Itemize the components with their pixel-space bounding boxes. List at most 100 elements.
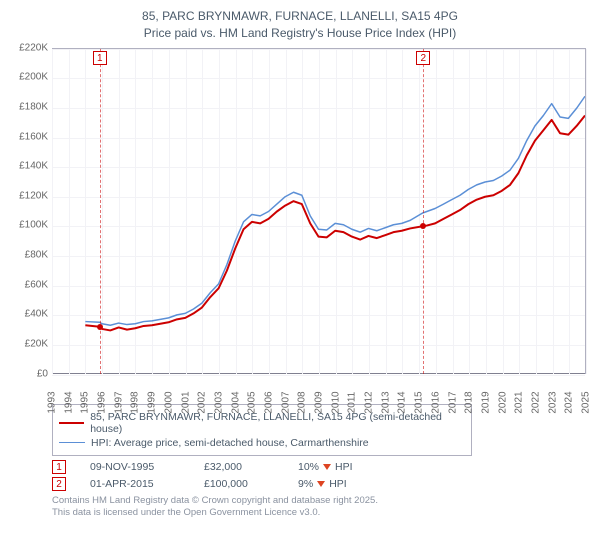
y-axis: £0£20K£40K£60K£80K£100K£120K£140K£160K£1… [10,48,52,374]
gridline-v [386,49,387,374]
y-tick-label: £180K [19,101,48,112]
footer-line-1: Contains HM Land Registry data © Crown c… [52,495,590,507]
legend-item-price: 85, PARC BRYNMAWR, FURNACE, LLANELLI, SA… [59,411,465,435]
gridline-v [436,49,437,374]
gridline-v [135,49,136,374]
x-tick-label: 2001 [180,391,191,413]
gridline-v [52,49,53,374]
sales-row-flag: 1 [52,460,66,474]
chart-title: 85, PARC BRYNMAWR, FURNACE, LLANELLI, SA… [10,8,590,42]
gridline-v [236,49,237,374]
x-tick-label: 2016 [430,391,441,413]
x-tick-label: 2023 [547,391,558,413]
x-axis: 1993199419951996199719981999200020012002… [52,374,586,398]
sale-marker [97,324,103,330]
sale-vline [423,49,424,374]
x-tick-label: 2021 [514,391,525,413]
x-tick-label: 2004 [230,391,241,413]
gridline-v [252,49,253,374]
sales-row-delta: 10% HPI [298,461,388,473]
down-arrow-icon [317,481,325,487]
x-tick-label: 2024 [564,391,575,413]
gridline-v [85,49,86,374]
gridline-v [269,49,270,374]
x-tick-label: 1994 [63,391,74,413]
title-line-2: Price paid vs. HM Land Registry's House … [10,25,590,42]
gridline-v [586,49,587,374]
x-tick-label: 2011 [347,391,358,413]
sales-row-price: £100,000 [204,478,274,490]
sales-row-date: 01-APR-2015 [90,478,180,490]
sales-table: 1 09-NOV-1995 £32,000 10% HPI 2 01-APR-2015 £1… [52,460,590,491]
x-tick-label: 1993 [47,391,58,413]
x-tick-label: 2019 [480,391,491,413]
plot-inner: 12 [52,48,586,374]
y-tick-label: £140K [19,161,48,172]
x-tick-label: 2025 [581,391,592,413]
x-tick-label: 2020 [497,391,508,413]
x-tick-label: 2008 [297,391,308,413]
x-tick-label: 2017 [447,391,458,413]
gridline-v [202,49,203,374]
sale-marker [420,223,426,229]
x-tick-label: 1997 [113,391,124,413]
x-tick-label: 2012 [364,391,375,413]
x-tick-label: 2010 [330,391,341,413]
legend-swatch-price [59,422,84,424]
legend-label-price: 85, PARC BRYNMAWR, FURNACE, LLANELLI, SA… [90,411,465,435]
legend-swatch-hpi [59,442,85,443]
y-tick-label: £60K [25,279,48,290]
gridline-v [469,49,470,374]
sales-row-price: £32,000 [204,461,274,473]
title-line-1: 85, PARC BRYNMAWR, FURNACE, LLANELLI, SA… [10,8,590,25]
x-tick-label: 2006 [263,391,274,413]
x-tick-label: 2018 [464,391,475,413]
footer-line-2: This data is licensed under the Open Gov… [52,507,590,519]
gridline-v [119,49,120,374]
sale-flag: 2 [416,51,430,65]
x-tick-label: 1998 [130,391,141,413]
y-tick-label: £220K [19,42,48,53]
legend-item-hpi: HPI: Average price, semi-detached house,… [59,437,465,449]
gridline-v [286,49,287,374]
x-tick-label: 1999 [147,391,158,413]
y-tick-label: £160K [19,131,48,142]
y-tick-label: £120K [19,190,48,201]
footer: Contains HM Land Registry data © Crown c… [52,495,590,520]
y-tick-label: £100K [19,220,48,231]
legend-label-hpi: HPI: Average price, semi-detached house,… [91,437,369,449]
x-tick-label: 2007 [280,391,291,413]
gridline-v [503,49,504,374]
x-tick-label: 2009 [314,391,325,413]
x-tick-label: 1995 [80,391,91,413]
gridline-v [169,49,170,374]
gridline-v [486,49,487,374]
sales-row-date: 09-NOV-1995 [90,461,180,473]
gridline-v [219,49,220,374]
y-tick-label: £200K [19,72,48,83]
sale-flag: 1 [93,51,107,65]
gridline-v [402,49,403,374]
y-tick-label: £0 [37,368,48,379]
down-arrow-icon [323,464,331,470]
x-tick-label: 2002 [197,391,208,413]
x-tick-label: 2013 [380,391,391,413]
chart-container: 85, PARC BRYNMAWR, FURNACE, LLANELLI, SA… [0,0,600,523]
gridline-v [302,49,303,374]
x-tick-label: 2015 [414,391,425,413]
sales-row-delta: 9% HPI [298,478,388,490]
x-tick-label: 1996 [97,391,108,413]
y-tick-label: £80K [25,250,48,261]
gridline-v [69,49,70,374]
y-tick-label: £20K [25,338,48,349]
y-tick-label: £40K [25,309,48,320]
gridline-v [419,49,420,374]
gridline-v [186,49,187,374]
gridline-v [352,49,353,374]
gridline-v [569,49,570,374]
gridline-v [536,49,537,374]
gridline-v [319,49,320,374]
sales-row-flag: 2 [52,477,66,491]
x-tick-label: 2014 [397,391,408,413]
gridline-v [336,49,337,374]
